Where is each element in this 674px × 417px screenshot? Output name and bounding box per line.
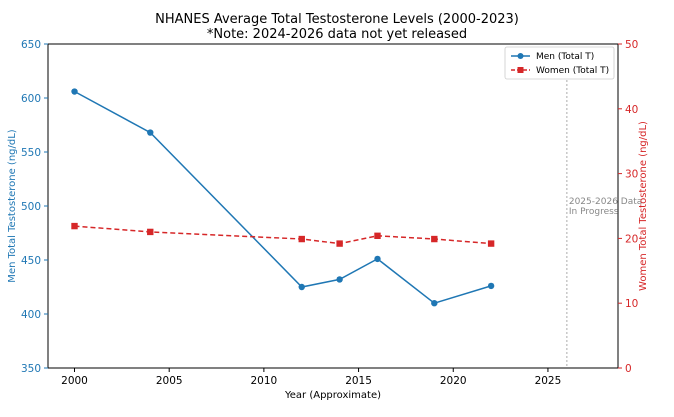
ticks-layer: 2000 2005 2010 2015 2020 20253504004505005506…	[21, 39, 638, 387]
legend-swatch-men-marker	[517, 53, 524, 59]
y-axis-left-label: Men Total Testosterone (ng/dL)	[7, 129, 18, 282]
data-point-women	[431, 235, 438, 243]
x-tick-label: 2025	[535, 375, 562, 387]
data-point-women	[147, 228, 154, 236]
x-tick-label: 2005	[156, 375, 183, 387]
x-tick-label: 2015	[345, 375, 372, 387]
data-point-men	[71, 88, 78, 95]
y-axis-right-label: Women Total Testosterone (ng/dL)	[638, 121, 649, 291]
chart-subtitle: *Note: 2024-2026 data not yet released	[207, 27, 467, 42]
y-right-tick-label: 50	[625, 39, 638, 51]
y-left-tick-label: 550	[21, 147, 41, 159]
legend-swatch-women-marker	[517, 67, 524, 73]
data-point-men	[147, 129, 154, 136]
chart-title: NHANES Average Total Testosterone Levels…	[155, 12, 519, 27]
y-right-tick-label: 20	[625, 233, 638, 245]
y-left-tick-label: 500	[21, 201, 41, 213]
y-left-tick-label: 450	[21, 255, 41, 267]
y-right-tick-label: 10	[625, 298, 638, 310]
legend-label-women: Women (Total T)	[536, 66, 609, 76]
plot-frame	[47, 43, 619, 369]
data-point-men	[431, 300, 438, 307]
y-right-tick-label: 40	[625, 104, 638, 116]
series-line-women	[74, 225, 492, 245]
x-tick-label: 2010	[251, 375, 278, 387]
data-point-men	[487, 282, 495, 290]
data-point-women	[71, 222, 78, 230]
x-tick-label: 2000	[61, 375, 88, 387]
data-point-men	[336, 276, 343, 283]
series-layer	[71, 88, 495, 307]
annotation-text: 2025-2026 Data	[569, 197, 642, 207]
data-point-women	[487, 240, 495, 247]
series-line-men	[74, 90, 492, 305]
legend: Men (Total T) Women (Total T)	[504, 46, 615, 80]
data-point-women	[374, 232, 381, 240]
x-tick-label: 2020	[440, 375, 467, 387]
annotation-text: In Progress	[569, 207, 619, 217]
y-right-tick-label: 30	[625, 169, 638, 181]
data-point-men	[374, 255, 381, 263]
y-left-tick-label: 600	[21, 93, 41, 105]
data-point-women	[336, 240, 343, 247]
y-left-tick-label: 350	[21, 363, 41, 375]
legend-box	[504, 46, 615, 80]
y-left-tick-label: 650	[21, 39, 41, 51]
data-point-women	[298, 235, 305, 243]
y-left-tick-label: 400	[21, 309, 41, 321]
x-axis-label: Year (Approximate)	[284, 390, 381, 401]
legend-label-men: Men (Total T)	[536, 52, 594, 62]
y-right-tick-label: 0	[625, 363, 632, 375]
data-point-men	[298, 283, 305, 291]
